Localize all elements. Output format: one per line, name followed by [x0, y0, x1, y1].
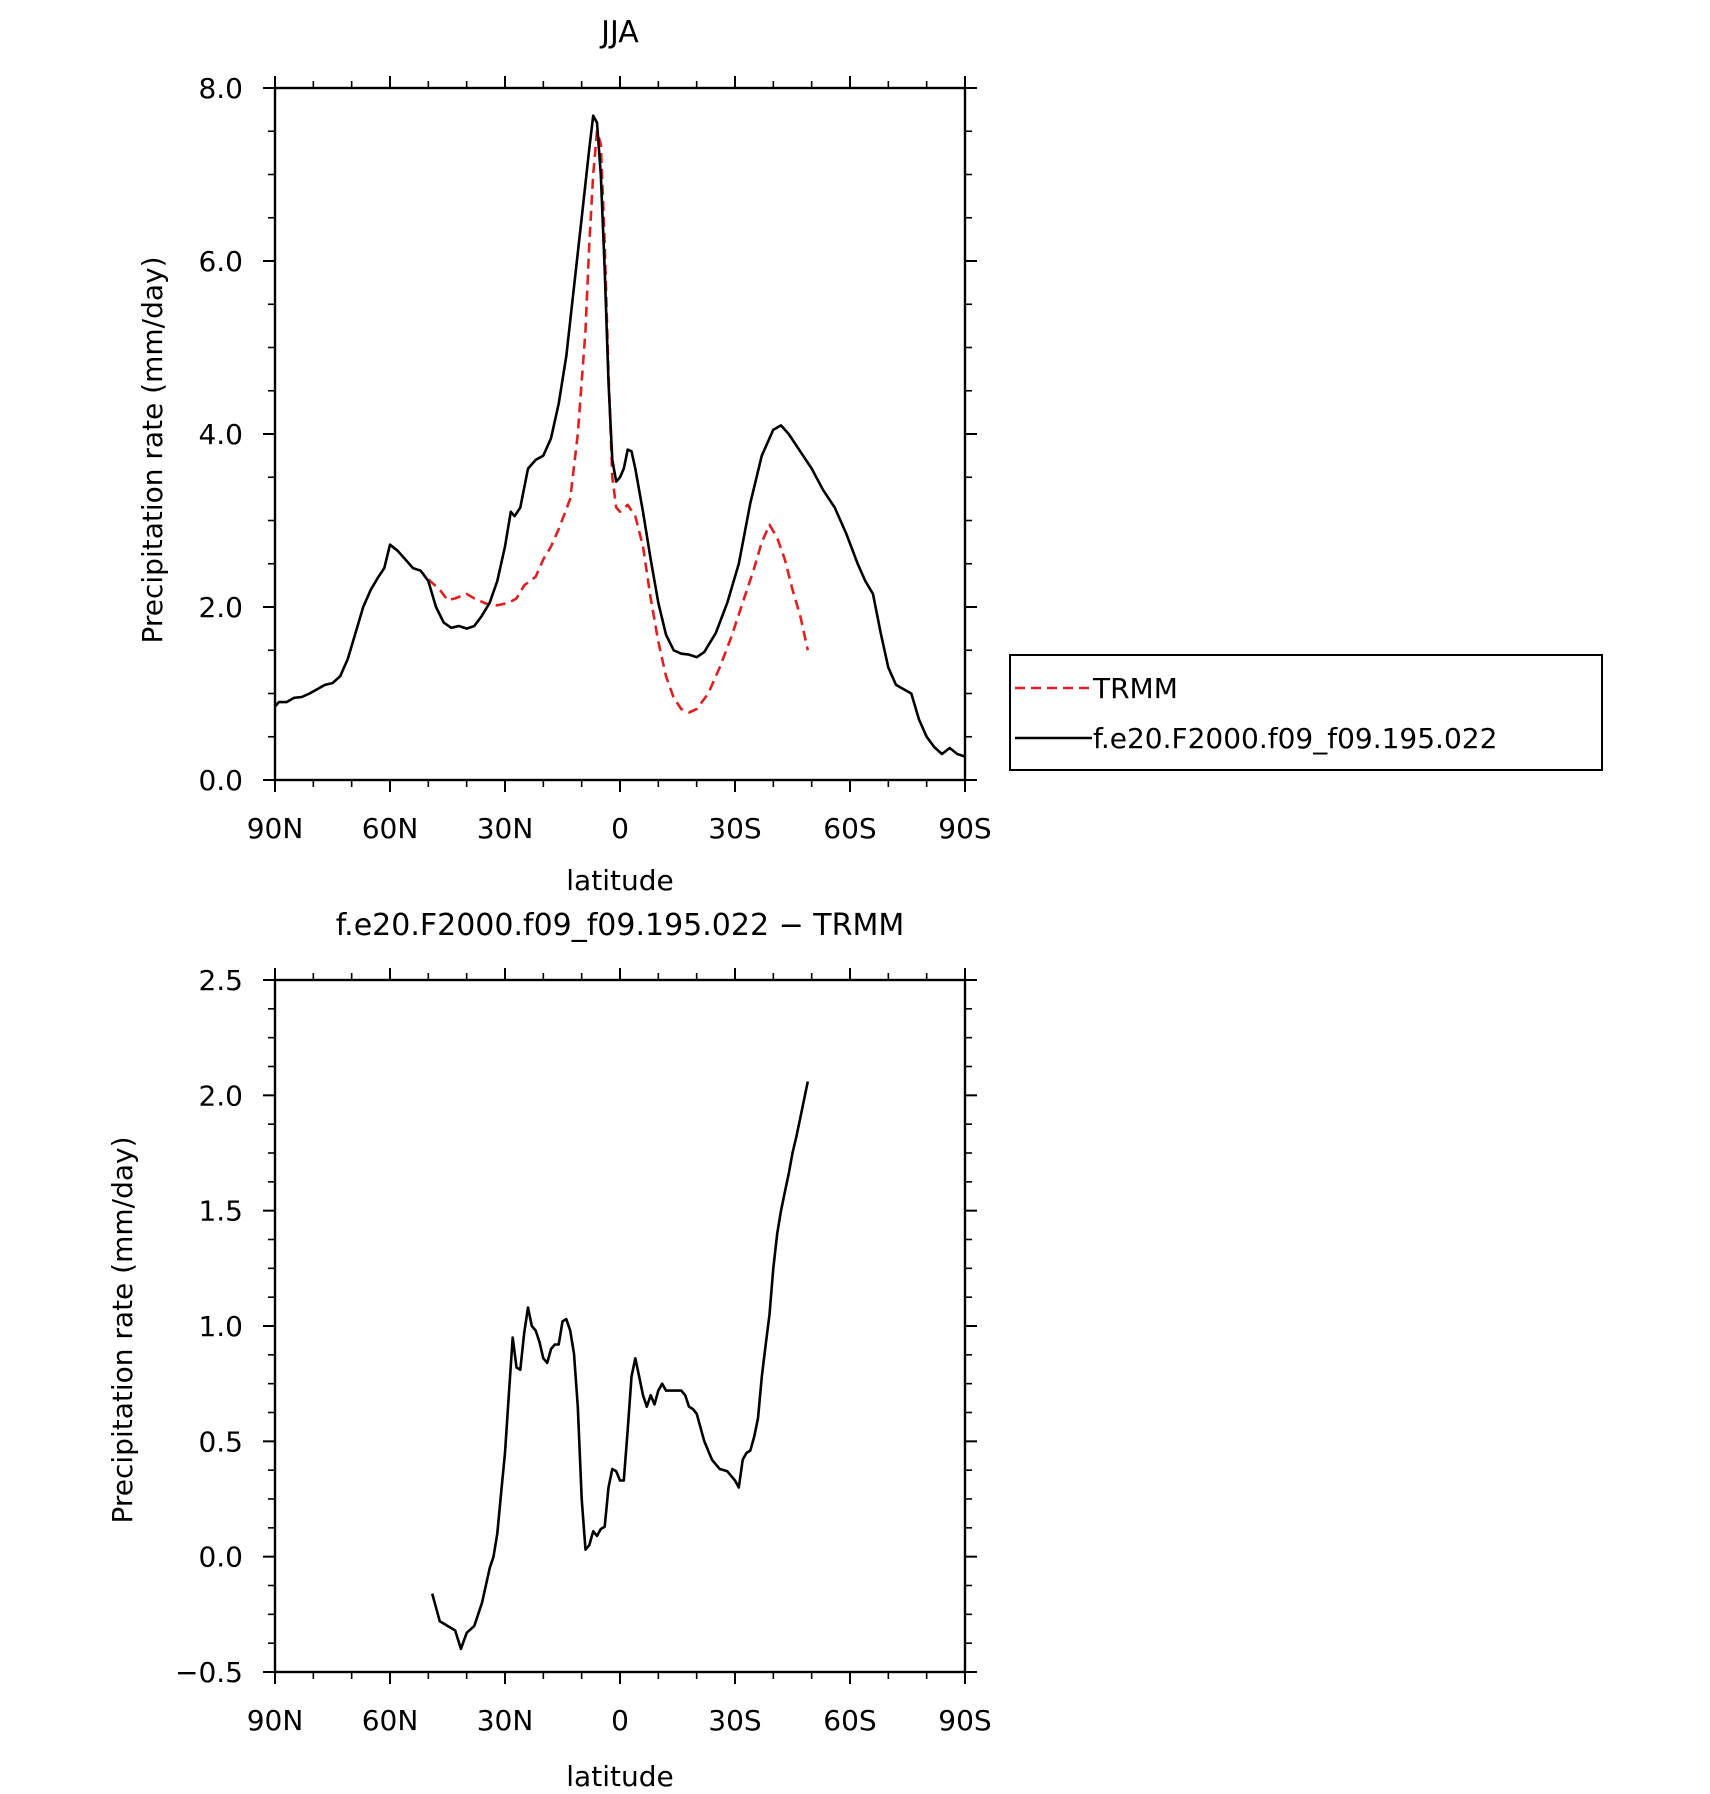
legend-box	[1009, 654, 1603, 771]
top-panel: JJA latitude Precipitation rate (mm/day)…	[136, 15, 992, 897]
bottom-y-tick-label: 0.5	[198, 1425, 243, 1458]
top-series-f-e20-f2000-f09-f09-195-022-line	[274, 114, 966, 758]
bottom-x-axis-label: latitude	[566, 1760, 673, 1793]
top-chart-title: JJA	[599, 15, 639, 50]
bottom-x-tick-label: 30N	[477, 1704, 534, 1737]
bottom-y-tick-label: 2.0	[198, 1079, 243, 1112]
bottom-series-group	[430, 1081, 810, 1651]
top-series-trmm-line	[427, 130, 810, 714]
top-axes: 90N 60N 30N 0 30S 60S 90S 0.0 2.0 4.0 6.0 8.0	[198, 72, 991, 845]
bottom-panel: f.e20.F2000.f09_f09.195.022 − TRMM latit…	[106, 908, 992, 1793]
top-x-tick-label: 30N	[477, 812, 534, 845]
legend: TRMM f.e20.F2000.f09_f09.195.022	[1009, 654, 1603, 771]
bottom-x-tick-label: 30S	[708, 1704, 761, 1737]
top-y-tick-label: 4.0	[198, 418, 243, 451]
top-y-tick-label: 0.0	[198, 764, 243, 797]
bottom-y-tick-label: 1.0	[198, 1310, 243, 1343]
bottom-y-tick-label: −0.5	[175, 1656, 243, 1689]
bottom-y-axis-label: Precipitation rate (mm/day)	[106, 1136, 139, 1523]
top-plot-frame	[273, 86, 967, 782]
bottom-y-tick-label: 2.5	[198, 964, 243, 997]
top-x-tick-label: 60S	[823, 812, 876, 845]
bottom-y-tick-label: 1.5	[198, 1195, 243, 1228]
top-x-tick-label: 30S	[708, 812, 761, 845]
top-x-tick-label: 90N	[247, 812, 304, 845]
top-x-tick-label: 0	[611, 812, 629, 845]
top-y-axis-label: Precipitation rate (mm/day)	[136, 256, 169, 643]
bottom-x-tick-label: 60S	[823, 1704, 876, 1737]
bottom-y-tick-label: 0.0	[198, 1541, 243, 1574]
bottom-x-tick-label: 0	[611, 1704, 629, 1737]
bottom-chart-title: f.e20.F2000.f09_f09.195.022 − TRMM	[336, 908, 904, 943]
top-series-group	[274, 114, 966, 758]
top-x-axis-label: latitude	[566, 864, 673, 897]
bottom-series-difference-line	[430, 1081, 810, 1651]
top-x-tick-label: 90S	[938, 812, 991, 845]
bottom-x-tick-label: 90N	[247, 1704, 304, 1737]
top-y-tick-label: 6.0	[198, 245, 243, 278]
legend-trmm-label: TRMM	[1092, 672, 1178, 705]
top-y-tick-label: 2.0	[198, 591, 243, 624]
top-x-tick-label: 60N	[362, 812, 419, 845]
bottom-plot-frame	[273, 978, 967, 1674]
legend-model-label: f.e20.F2000.f09_f09.195.022	[1093, 722, 1497, 755]
bottom-x-tick-label: 60N	[362, 1704, 419, 1737]
bottom-axes: 90N 60N 30N 0 30S 60S 90S −0.5 0.0 0.5 1.0 1.5 2.0 2.…	[175, 964, 992, 1737]
top-y-tick-label: 8.0	[198, 72, 243, 105]
bottom-x-tick-label: 90S	[938, 1704, 991, 1737]
